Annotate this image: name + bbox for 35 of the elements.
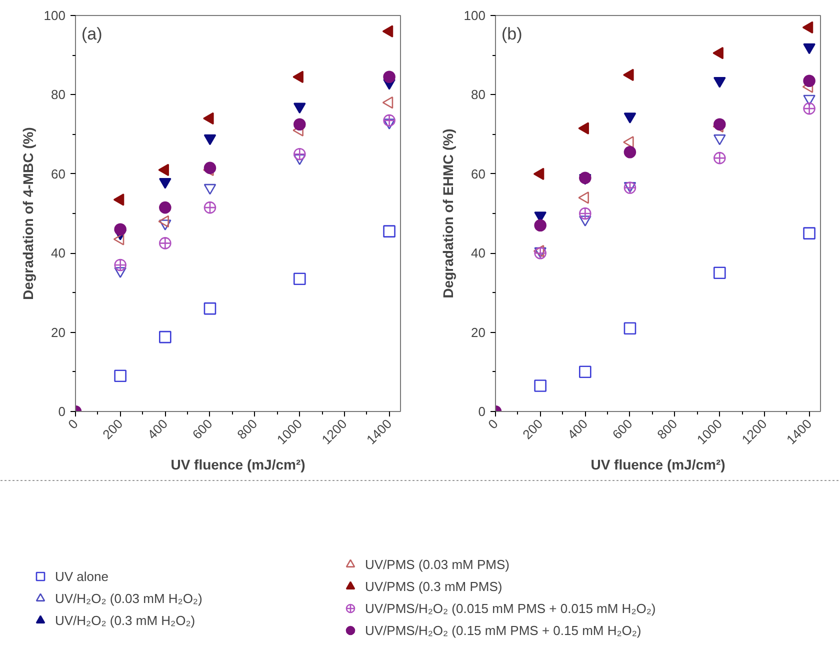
x-tick-label: 600 (609, 416, 636, 442)
legend-label: UV/H₂O₂ (0.3 mM H₂O₂) (55, 612, 196, 629)
x-tick-label: 800 (234, 416, 260, 442)
legend-label: UV/PMS/H₂O₂ (0.15 mM PMS + 0.15 mM H₂O₂) (365, 622, 642, 639)
text: (b) (502, 24, 522, 44)
x-axis-title: UV fluence (mJ/cm²) (170, 456, 306, 472)
y-tick-label: 20 (51, 324, 66, 340)
y-axis-title: Degradation of EHMC (%) (440, 128, 456, 298)
x-axis-title: UV fluence (mJ/cm²) (590, 456, 726, 472)
legend-label: UV/PMS (0.03 mM PMS) (365, 556, 510, 573)
y-tick-label: 60 (51, 166, 66, 182)
y-tick-label: 0 (58, 404, 66, 419)
legend-label: UV/PMS/H₂O₂ (0.015 mM PMS + 0.015 mM H₂O₂) (365, 600, 656, 617)
legend-label: UV alone (55, 568, 108, 585)
legend-label: UV/PMS (0.3 mM PMS) (365, 578, 502, 595)
y-axis-title: Degradation of 4-MBC (%) (20, 127, 36, 300)
y-tick-label: 60 (471, 166, 486, 182)
legend-label: UV/H₂O₂ (0.03 mM H₂O₂) (55, 590, 202, 607)
y-tick-label: 80 (51, 87, 66, 102)
y-tick-label: 0 (478, 404, 486, 419)
y-tick-label: 80 (471, 87, 486, 102)
x-tick-label: 600 (189, 416, 216, 442)
y-tick-label: 40 (51, 246, 66, 261)
x-tick-label: 200 (520, 416, 546, 442)
y-tick-label: 40 (471, 246, 486, 261)
x-tick-label: 0 (485, 416, 501, 432)
text: (a) (82, 24, 102, 44)
y-tick-label: 100 (44, 8, 66, 23)
x-tick-label: 800 (654, 416, 680, 442)
x-tick-label: 400 (144, 416, 170, 442)
x-tick-label: 400 (564, 416, 590, 442)
x-tick-label: 200 (100, 416, 126, 442)
y-tick-label: 100 (464, 8, 486, 23)
x-tick-label: 0 (65, 416, 81, 432)
y-tick-label: 20 (471, 324, 486, 340)
